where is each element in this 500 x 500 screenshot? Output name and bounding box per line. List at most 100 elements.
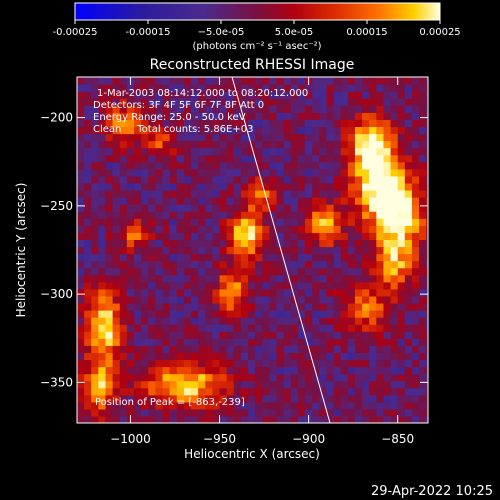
heatmap-cell [134, 161, 142, 170]
heatmap-cell [77, 232, 85, 241]
heatmap-cell [383, 77, 392, 85]
heatmap-cell [105, 288, 114, 297]
heatmap-cell [426, 133, 428, 142]
heatmap-cell [297, 154, 306, 163]
heatmap-cell [376, 394, 385, 403]
heatmap-cell [226, 352, 235, 361]
heatmap-cell [155, 387, 164, 396]
heatmap-cell [233, 338, 242, 346]
heatmap-cell [141, 267, 149, 276]
heatmap-cell [354, 415, 363, 423]
heatmap-cell [283, 281, 292, 290]
heatmap-cell [191, 345, 199, 353]
heatmap-cell [191, 317, 199, 325]
heatmap-cell [248, 105, 256, 113]
heatmap-cell [340, 84, 349, 92]
heatmap-cell [362, 168, 370, 177]
heatmap-cell [183, 126, 192, 135]
heatmap-cell [91, 189, 99, 198]
heatmap-cell [376, 387, 385, 396]
heatmap-cell [255, 380, 263, 389]
heatmap-cell [411, 408, 420, 417]
heatmap-cell [411, 98, 420, 106]
heatmap-cell [191, 331, 199, 339]
heatmap-cell [276, 331, 285, 339]
heatmap-cell [397, 126, 406, 135]
heatmap-cell [354, 197, 363, 205]
heatmap-cell [354, 373, 363, 382]
heatmap-cell [233, 140, 242, 149]
heatmap-cell [326, 140, 335, 149]
heatmap-cell [369, 147, 377, 156]
heatmap-cell [376, 168, 385, 177]
heatmap-cell [319, 77, 328, 85]
heatmap-cell [126, 105, 135, 113]
heatmap-cell [397, 338, 406, 346]
heatmap-cell [126, 324, 135, 332]
heatmap-cell [290, 98, 299, 106]
heatmap-cell [297, 288, 306, 297]
heatmap-cell [276, 295, 285, 304]
heatmap-cell [226, 324, 235, 332]
heatmap-cell [112, 84, 121, 92]
heatmap-cell [240, 366, 249, 375]
heatmap-cell [354, 112, 363, 120]
heatmap-cell [262, 189, 271, 198]
heatmap-cell [383, 105, 392, 113]
heatmap-cell [326, 324, 335, 332]
heatmap-cell [148, 211, 156, 219]
heatmap-cell [112, 154, 121, 163]
heatmap-cell [119, 324, 128, 332]
heatmap-cell [169, 274, 178, 283]
heatmap-cell [155, 288, 164, 297]
heatmap-cell [205, 98, 214, 106]
heatmap-cell [426, 324, 428, 332]
heatmap-cell [404, 140, 413, 149]
heatmap-cell [333, 168, 342, 177]
heatmap-cell [176, 126, 185, 135]
heatmap-cell [297, 218, 306, 226]
heatmap-cell [326, 317, 335, 325]
heatmap-cell [134, 232, 142, 241]
heatmap-cell [84, 182, 92, 191]
y-axis-label: Heliocentric Y (arcsec) [14, 183, 28, 318]
heatmap-cell [340, 401, 349, 410]
heatmap-cell [141, 218, 149, 226]
heatmap-cell [105, 232, 114, 241]
heatmap-cell [312, 373, 320, 382]
heatmap-cell [426, 246, 428, 255]
heatmap-cell [354, 260, 363, 269]
heatmap-cell [404, 380, 413, 389]
heatmap-cell [155, 218, 164, 226]
heatmap-cell [411, 154, 420, 163]
heatmap-cell [205, 310, 214, 318]
heatmap-cell [354, 380, 363, 389]
heatmap-cell [176, 302, 185, 311]
heatmap-cell [411, 140, 420, 149]
heatmap-cell [176, 260, 185, 269]
heatmap-cell [390, 147, 399, 156]
heatmap-cell [326, 267, 335, 276]
heatmap-cell [240, 387, 249, 396]
heatmap-cell [248, 154, 256, 163]
heatmap-cell [248, 204, 256, 212]
heatmap-cell [119, 84, 128, 92]
y-tick-label: −350 [40, 375, 73, 389]
heatmap-cell [126, 218, 135, 226]
heatmap-cell [333, 373, 342, 382]
heatmap-cell [297, 98, 306, 106]
heatmap-cell [191, 105, 199, 113]
heatmap-cell [141, 302, 149, 311]
heatmap-cell [219, 218, 228, 226]
heatmap-cell [340, 91, 349, 99]
heatmap-cell [183, 161, 192, 170]
heatmap-cell [205, 302, 214, 311]
heatmap-cell [319, 204, 328, 212]
heatmap-cell [141, 253, 149, 262]
heatmap-cell [255, 77, 263, 85]
heatmap-cell [148, 253, 156, 262]
heatmap-cell [390, 204, 399, 212]
heatmap-cell [326, 197, 335, 205]
heatmap-cell [198, 105, 206, 113]
heatmap-cell [141, 105, 149, 113]
